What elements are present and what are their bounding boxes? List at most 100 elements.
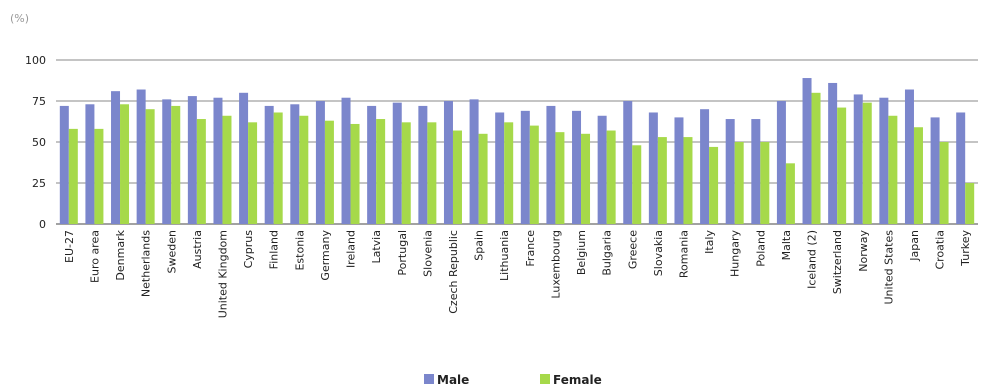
bar-male: [59, 105, 69, 224]
bar-female: [529, 125, 539, 224]
x-tick-label: Romania: [677, 230, 690, 278]
y-tick-label: 75: [32, 95, 46, 108]
x-tick-label: Malta: [780, 230, 793, 260]
x-tick-label: Poland: [754, 230, 767, 267]
bar-male: [264, 105, 274, 224]
bar-male: [879, 97, 889, 224]
x-tick-label: Italy: [703, 230, 716, 254]
x-tick-label: United States: [882, 230, 895, 305]
bar-female: [581, 133, 591, 224]
bar-male: [776, 101, 786, 224]
bar-female: [555, 132, 565, 224]
legend-swatch-female: [540, 374, 550, 384]
bar-female: [427, 122, 437, 224]
x-tick-label: Hungary: [729, 230, 742, 277]
bar-male: [187, 96, 197, 224]
x-tick-label: Iceland (2): [806, 230, 819, 289]
x-tick-label: Bulgaria: [601, 230, 614, 276]
bar-female: [785, 163, 795, 224]
bar-male: [674, 117, 684, 224]
bar-female: [606, 130, 616, 224]
x-tick-label: Japan: [908, 230, 921, 262]
bar-female: [939, 142, 949, 224]
x-tick-label: Sweden: [165, 230, 178, 273]
y-tick-label: 0: [39, 218, 46, 231]
x-tick-label: Slovakia: [652, 230, 665, 276]
bar-female: [837, 107, 847, 224]
bar-female: [734, 142, 744, 224]
bar-female: [888, 115, 898, 224]
legend-label-female: Female: [553, 373, 602, 387]
y-tick-label: 25: [32, 177, 46, 190]
bar-female: [376, 119, 386, 224]
bar-female: [350, 123, 360, 224]
bar-female: [196, 119, 206, 224]
bar-female: [478, 133, 488, 224]
x-tick-label: United Kingdom: [216, 230, 229, 318]
x-tick-label: Norway: [857, 230, 870, 272]
x-tick-label: Finland: [268, 230, 281, 269]
x-tick-label: Cyprus: [242, 230, 255, 269]
bar-male: [85, 104, 95, 224]
bar-female: [683, 137, 693, 224]
x-tick-label: Spain: [473, 230, 486, 261]
bar-male: [495, 112, 505, 224]
x-tick-label: Belgium: [575, 230, 588, 275]
gridlines: [56, 59, 978, 225]
x-tick-label: Ireland: [345, 230, 358, 268]
y-tick-label: 100: [25, 54, 46, 67]
x-tick-label: Denmark: [114, 229, 127, 280]
bar-female: [913, 127, 923, 224]
bar-female: [760, 142, 770, 224]
bar-female: [248, 122, 258, 224]
x-tick-label: Latvia: [370, 230, 383, 264]
bar-male: [956, 112, 966, 224]
bar-female: [171, 105, 181, 224]
bar-male: [367, 105, 377, 224]
bar-female: [94, 128, 104, 224]
bar-female: [504, 122, 514, 224]
y-axis: 0 25 50 75 100: [25, 54, 46, 231]
bar-male: [828, 82, 838, 225]
bar-female: [120, 104, 130, 224]
x-tick-label: Estonia: [293, 230, 306, 271]
bar-female: [965, 183, 975, 224]
x-tick-label: Switzerland: [831, 230, 844, 294]
bar-male: [700, 109, 710, 224]
bar-male: [751, 119, 761, 224]
x-tick-label: Germany: [319, 230, 332, 281]
bar-male: [162, 99, 172, 224]
bar-male: [469, 99, 479, 224]
bar-male: [290, 104, 300, 224]
x-tick-label: Euro area: [88, 230, 101, 283]
bar-male: [418, 105, 428, 224]
bar-male: [546, 105, 556, 224]
legend-swatch-male: [424, 374, 434, 384]
bar-male: [725, 119, 735, 224]
x-tick-label: Netherlands: [140, 230, 153, 297]
x-tick-label: Croatia: [934, 230, 947, 270]
bar-male: [315, 101, 325, 224]
bar-male: [930, 117, 940, 224]
bars: [59, 78, 975, 225]
bar-female: [811, 92, 821, 224]
unit-label: (%): [10, 12, 29, 25]
x-tick-label: Czech Republic: [447, 230, 460, 314]
x-tick-label: Lithuania: [498, 230, 511, 281]
x-tick-label: Greece: [626, 230, 639, 269]
bar-female: [299, 115, 309, 224]
bar-female: [324, 120, 334, 224]
bar-male: [111, 91, 121, 224]
bar-female: [68, 128, 78, 224]
bar-female: [222, 115, 232, 224]
bar-male: [341, 97, 351, 224]
x-tick-label: Luxembourg: [549, 230, 562, 299]
x-tick-label: France: [524, 230, 537, 267]
bar-male: [904, 89, 914, 225]
x-axis: EU-27 Euro area Denmark Netherlands Sweden Au…: [63, 229, 972, 318]
legend-label-male: Male: [437, 373, 469, 387]
bar-male: [213, 97, 223, 224]
x-tick-label: Turkey: [959, 230, 972, 267]
bar-female: [657, 137, 667, 224]
